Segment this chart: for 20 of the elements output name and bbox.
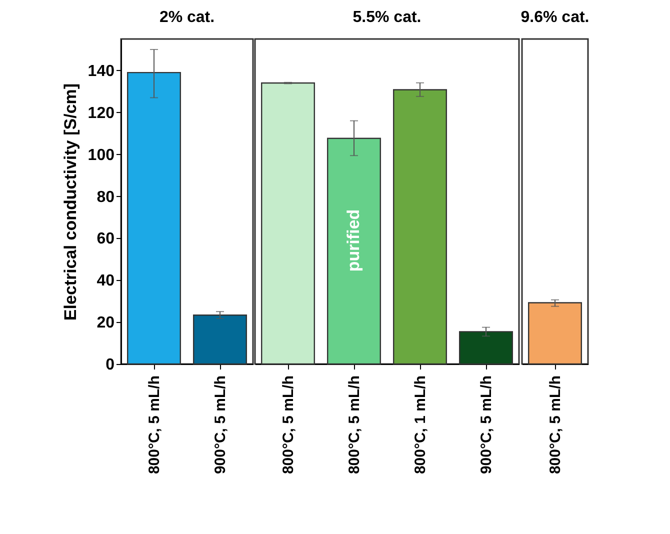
chart-title: 9.6% cat. xyxy=(520,9,590,26)
x-tick-label: 900°C, 5 mL/h xyxy=(478,376,495,474)
x-tick-label: 800°C, 5 mL/h xyxy=(547,376,564,474)
chart-title: 2% cat. xyxy=(159,9,215,26)
y-tick-label: 0 xyxy=(106,356,115,374)
y-tick-label: 60 xyxy=(96,230,115,248)
y-tick-label: 40 xyxy=(96,272,115,290)
y-tick-label: 100 xyxy=(88,146,115,164)
annotation: purified xyxy=(344,209,363,272)
x-tick-label: 800°C, 1 mL/h xyxy=(412,376,429,474)
y-tick-label: 80 xyxy=(96,188,115,206)
x-tick-label: 900°C, 5 mL/h xyxy=(212,376,229,474)
y-tick-label: 120 xyxy=(88,104,115,122)
y-tick-label: 140 xyxy=(88,62,115,80)
x-tick-label: 800°C, 5 mL/h xyxy=(280,376,297,474)
x-tick-label: 800°C, 5 mL/h xyxy=(346,376,363,474)
y-axis-title: Electrical conductivity [S/cm] xyxy=(60,83,80,321)
chart-title: 5.5% cat. xyxy=(352,9,422,26)
x-tick-label: 800°C, 5 mL/h xyxy=(146,376,163,474)
y-tick-label: 20 xyxy=(96,314,115,332)
